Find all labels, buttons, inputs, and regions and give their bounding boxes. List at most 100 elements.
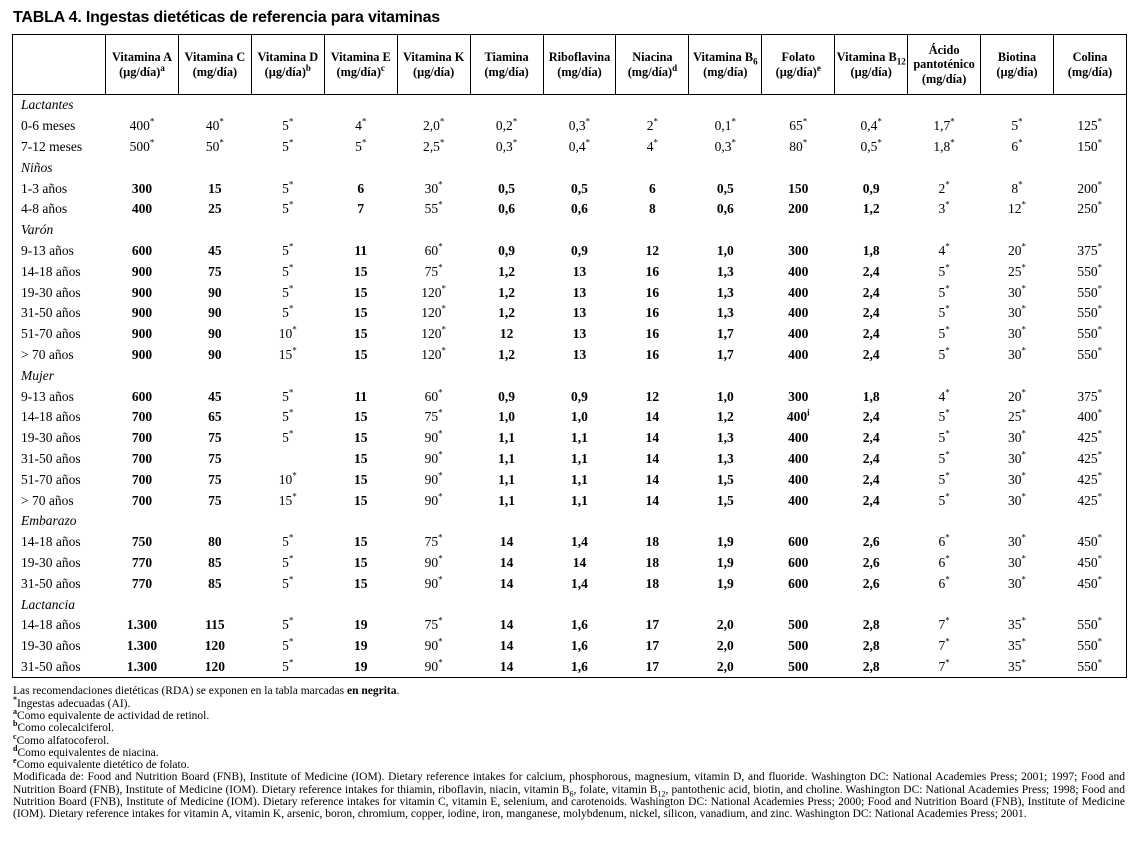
cell: 770 — [131, 554, 153, 570]
cell: 120* — [421, 345, 447, 362]
cell: 400 — [788, 450, 809, 466]
cell: 13 — [572, 284, 587, 300]
cell: 1,2 — [498, 346, 515, 362]
cell: 5* — [938, 449, 950, 466]
cell: 400 — [788, 326, 809, 342]
footnote-line: eComo equivalente dietético de folato. — [13, 756, 190, 772]
cell: 425* — [1077, 449, 1103, 466]
footnote-line: *Ingestas adecuadas (AI). — [13, 694, 131, 710]
cell: 2,4 — [862, 450, 880, 466]
section-label: Lactancia — [21, 596, 75, 612]
cell: 25 — [208, 201, 222, 217]
section-label: Lactantes — [21, 97, 74, 113]
document-page: TABLA 4. Ingestas dietéticas de referenc… — [0, 9, 1138, 856]
column-header: Vitamina B12 (µg/día) — [834, 34, 908, 95]
cell: 90* — [424, 491, 443, 508]
cell: 19 — [353, 638, 368, 654]
cell: 14 — [645, 492, 660, 508]
cell: 120* — [421, 324, 447, 342]
cell: 14 — [645, 450, 660, 466]
cell: 13 — [572, 263, 587, 279]
table-section-row: Lactantes — [13, 95, 1127, 116]
cell: 1,1 — [571, 430, 588, 446]
cell: 0,6 — [498, 201, 515, 217]
cell: 65 — [208, 409, 222, 425]
cell: 15 — [353, 575, 368, 591]
cell: 400 — [788, 346, 809, 362]
cell: 1,4 — [571, 575, 588, 591]
cell: 1,1 — [498, 471, 515, 487]
cell: 1,2 — [862, 201, 880, 217]
cell: 0,6 — [716, 201, 734, 217]
cell: 40* — [205, 116, 224, 134]
cell: 19 — [353, 658, 368, 674]
cell: 2,0 — [716, 617, 734, 633]
cell: 1,0 — [498, 409, 515, 425]
cell: 14 — [645, 409, 660, 425]
cell: 15 — [353, 554, 368, 570]
cell: 18 — [645, 534, 660, 550]
cell: 5* — [938, 262, 950, 279]
cell: 6* — [938, 553, 950, 570]
cell: 2,4 — [862, 409, 880, 425]
cell: 90 — [208, 284, 222, 300]
cell: 700 — [131, 450, 153, 466]
cell: 75 — [208, 450, 222, 466]
table-row: 14-18 años 1.300 115 5* 19 75* 14 1,6 17 2,0 500 2,… — [13, 615, 1127, 636]
cell: 30* — [1008, 553, 1027, 570]
section-label: Niños — [21, 159, 53, 175]
cell: 15 — [353, 471, 368, 487]
cell: 3* — [938, 199, 950, 217]
table-body: Lactantes 0-6 meses 400* 40* 5* 4* 2,0* 0,2* 0,3… — [13, 95, 1127, 678]
cell: 2,8 — [862, 658, 880, 674]
cell: 5* — [938, 283, 950, 300]
cell: 2,8 — [862, 638, 880, 654]
cell: 425* — [1077, 470, 1103, 487]
cell: 80* — [789, 137, 808, 154]
cell: 13 — [572, 326, 587, 342]
cell: 5* — [282, 241, 294, 258]
cell: 5* — [938, 303, 950, 321]
cell: 400 — [131, 201, 153, 217]
cell: 5* — [1011, 116, 1023, 134]
cell: 700 — [131, 492, 153, 508]
row-label: 14-18 años — [21, 263, 81, 279]
cell: 16 — [645, 326, 660, 342]
cell: 5* — [282, 387, 294, 404]
cell: 2,8 — [862, 617, 880, 633]
cell: 4* — [646, 137, 659, 154]
cell: 75 — [208, 471, 222, 487]
cell: 6* — [938, 532, 950, 550]
table-row: 14-18 años 900 75 5* 15 75* 1,2 13 16 1,3 400 2,4 5*… — [13, 261, 1127, 282]
cell: 15 — [208, 180, 222, 196]
section-label: Varón — [21, 222, 54, 238]
table-header-row: Vitamina A (µg/día)a Vitamina C (mg/día) Vit… — [12, 34, 1127, 95]
cell: 1,5 — [716, 471, 734, 487]
cell: 12 — [645, 242, 660, 258]
footnote-line: Las recomendaciones dietéticas (RDA) se … — [13, 685, 400, 698]
cell: 5* — [355, 137, 367, 154]
cell: 300 — [131, 180, 153, 196]
cell: 120 — [204, 638, 225, 654]
cell: 8 — [649, 201, 656, 217]
cell: 4* — [938, 387, 950, 404]
cell: 425* — [1077, 428, 1103, 446]
cell: 600 — [788, 575, 809, 591]
cell: 17 — [645, 617, 660, 633]
footnotes: Las recomendaciones dietéticas (RDA) se … — [13, 685, 1125, 771]
row-label: 9-13 años — [21, 242, 74, 258]
table-row: > 70 años 900 90 15* 15 120* 1,2 13 16 1,7 400 2,4 5… — [13, 345, 1127, 366]
cell: 5* — [282, 116, 294, 134]
cell: 90* — [424, 449, 443, 466]
cell: 6* — [938, 574, 950, 591]
cell: 11 — [354, 388, 368, 404]
cell: 550* — [1077, 303, 1103, 321]
cell: 200 — [788, 201, 809, 217]
cell: 90* — [424, 657, 443, 674]
cell: 5* — [938, 428, 950, 446]
cell — [251, 449, 324, 470]
row-label: 9-13 años — [21, 388, 74, 404]
cell: 10* — [278, 470, 297, 487]
cell: 1,2 — [498, 305, 515, 321]
cell: 150 — [788, 180, 809, 196]
